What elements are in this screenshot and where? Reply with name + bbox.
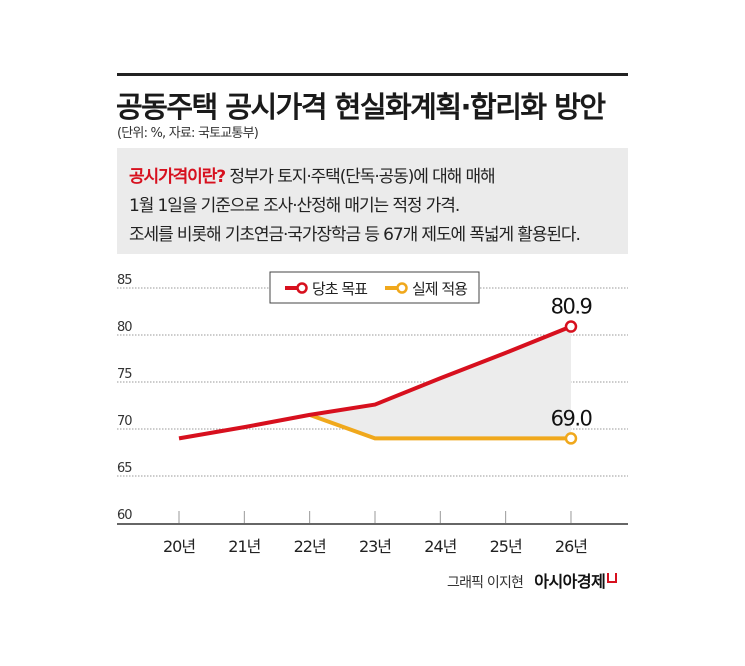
brand-logo: 아시아경제 bbox=[534, 572, 606, 591]
data-label: 80.9 bbox=[551, 295, 592, 319]
x-tick-label: 25년 bbox=[490, 537, 522, 556]
brand-mark-icon bbox=[607, 573, 618, 583]
y-tick-label: 75 bbox=[117, 367, 132, 382]
graphic-credit: 그래픽 이지현 bbox=[447, 575, 524, 591]
chart-subtitle: (단위: %, 자료: 국토교통부) bbox=[117, 126, 259, 141]
y-tick-label: 60 bbox=[117, 508, 132, 523]
legend-label: 당초 목표 bbox=[312, 280, 368, 298]
x-tick-label: 22년 bbox=[294, 537, 326, 556]
x-tick-label: 23년 bbox=[359, 537, 391, 556]
footer: 그래픽 이지현 아시아경제 bbox=[447, 568, 618, 592]
end-point-marker bbox=[564, 320, 578, 333]
info-line-2: 1월 1일을 기준으로 조사·산정해 매기는 적정 가격. bbox=[129, 196, 460, 216]
legend-marker bbox=[296, 282, 308, 294]
y-tick-label: 65 bbox=[117, 461, 132, 476]
info-box: 공시가격이란? 정부가 토지·주택(단독·공동)에 대해 매해 1월 1일을 기… bbox=[117, 148, 628, 254]
series-line-actual bbox=[308, 413, 571, 441]
y-tick-label: 85 bbox=[117, 273, 132, 288]
legend-marker bbox=[396, 282, 408, 294]
series-line-target bbox=[178, 324, 572, 441]
end-point-marker bbox=[564, 432, 578, 445]
chart-title: 공동주택 공시가격 현실화계획·합리화 방안 bbox=[116, 90, 606, 124]
legend-label: 실제 적용 bbox=[412, 280, 467, 298]
x-tick-label: 24년 bbox=[424, 537, 456, 556]
x-tick-label: 26년 bbox=[555, 537, 587, 556]
info-text-1: 정부가 토지·주택(단독·공동)에 대해 매해 bbox=[225, 167, 495, 187]
info-line-3: 조세를 비롯해 기초연금·국가장학금 등 67개 제도에 폭넓게 활용된다. bbox=[129, 225, 581, 245]
info-line-1: 공시가격이란? 정부가 토지·주택(단독·공동)에 대해 매해 bbox=[129, 162, 496, 187]
y-tick-label: 80 bbox=[117, 320, 132, 335]
x-tick-label: 20년 bbox=[163, 537, 195, 556]
info-highlight: 공시가격이란? bbox=[129, 167, 226, 187]
top-rule bbox=[117, 73, 628, 76]
x-tick-label: 21년 bbox=[228, 537, 260, 556]
data-label: 69.0 bbox=[551, 406, 592, 430]
y-tick-label: 70 bbox=[117, 414, 132, 429]
